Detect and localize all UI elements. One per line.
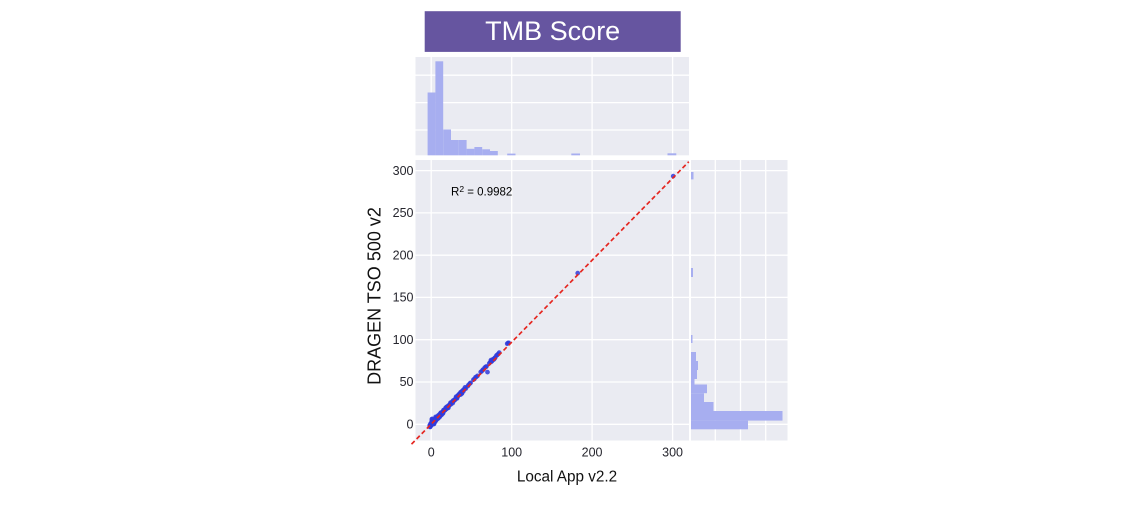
- svg-text:250: 250: [393, 206, 414, 220]
- svg-text:DRAGEN TSO 500 v2: DRAGEN TSO 500 v2: [365, 207, 385, 385]
- svg-text:0: 0: [407, 418, 414, 432]
- svg-text:R2 = 0.9982: R2 = 0.9982: [451, 184, 512, 199]
- svg-text:100: 100: [393, 333, 414, 347]
- svg-text:200: 200: [393, 248, 414, 262]
- svg-text:150: 150: [393, 291, 414, 305]
- svg-text:100: 100: [501, 446, 522, 460]
- svg-text:Local App v2.2: Local App v2.2: [517, 468, 617, 485]
- svg-text:50: 50: [400, 375, 414, 389]
- svg-text:200: 200: [582, 446, 603, 460]
- svg-text:TMB Score: TMB Score: [485, 16, 620, 46]
- svg-text:300: 300: [662, 446, 683, 460]
- svg-text:0: 0: [428, 446, 435, 460]
- svg-text:300: 300: [393, 164, 414, 178]
